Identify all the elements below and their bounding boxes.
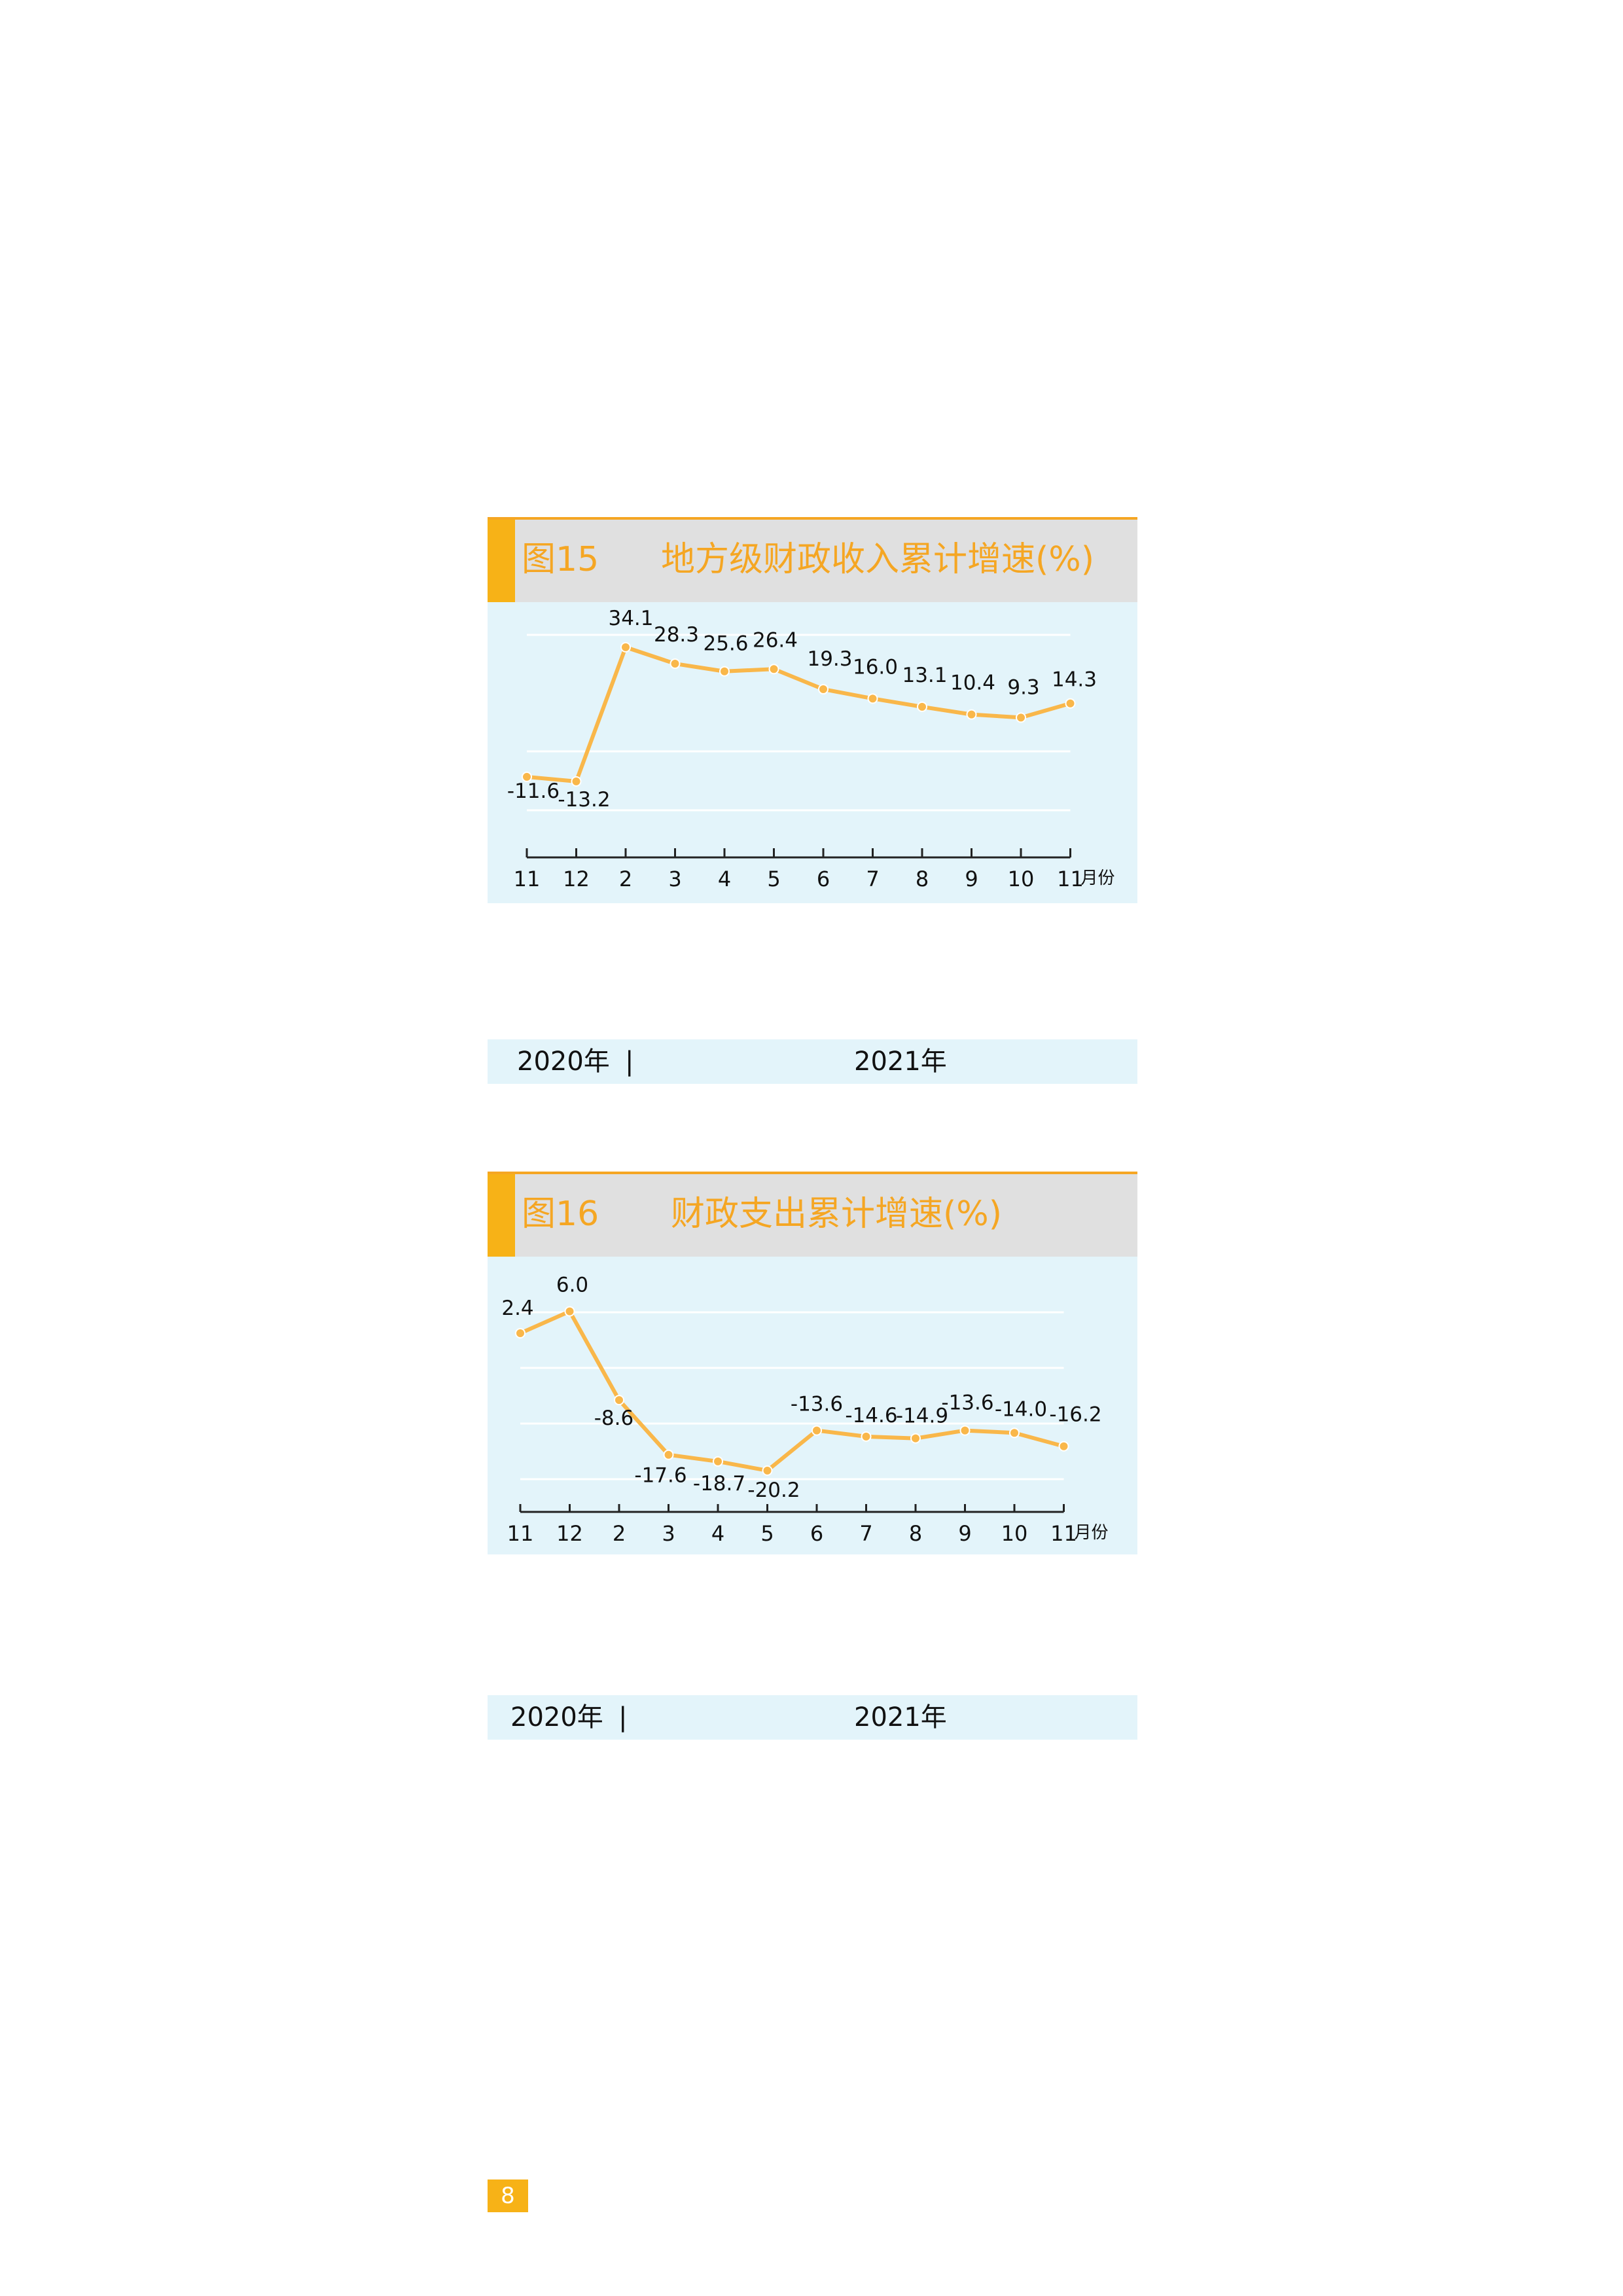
data-point bbox=[910, 1433, 921, 1444]
year-2020-label: 2020年 bbox=[510, 1702, 603, 1732]
series-line bbox=[526, 645, 1071, 783]
data-point bbox=[762, 1465, 773, 1476]
header-accent-bar bbox=[488, 1174, 515, 1257]
data-point bbox=[812, 1425, 822, 1436]
data-label: 16.0 bbox=[853, 655, 898, 679]
figure-15-year-row: 2020年 | 2021年 bbox=[488, 1039, 1137, 1084]
data-point bbox=[663, 1449, 674, 1460]
data-label: 28.3 bbox=[654, 623, 699, 647]
data-point bbox=[917, 701, 927, 712]
data-label: -11.6 bbox=[507, 780, 560, 803]
data-label: -13.2 bbox=[558, 788, 610, 812]
data-point bbox=[564, 1306, 575, 1317]
x-tick-label: 7 bbox=[866, 867, 879, 891]
data-label: -17.6 bbox=[634, 1464, 687, 1488]
figure-number: 图16 bbox=[522, 1194, 599, 1234]
data-point bbox=[959, 1425, 971, 1436]
data-point bbox=[966, 709, 977, 720]
data-label: 13.1 bbox=[902, 664, 947, 687]
data-label: -13.6 bbox=[791, 1393, 843, 1416]
data-point bbox=[1065, 698, 1076, 709]
data-point bbox=[1058, 1441, 1069, 1452]
x-tick-label: 11 bbox=[1050, 1521, 1077, 1546]
figure-title: 地方级财政收入累计增速(%) bbox=[661, 540, 1094, 579]
figure-16-panel: 图16 财政支出累计增速(%) 11 12 2 3 4 5 6 7 8 9 10 11 月份 2.4 6.0… bbox=[488, 1172, 1137, 1748]
x-tick-label: 11 bbox=[1057, 867, 1084, 891]
data-point bbox=[620, 641, 631, 653]
data-point bbox=[768, 664, 779, 675]
data-point bbox=[571, 776, 582, 787]
x-tick-label: 8 bbox=[916, 867, 929, 891]
data-label: -14.0 bbox=[995, 1397, 1047, 1421]
x-tick-label: 11 bbox=[507, 1521, 534, 1546]
figure-16-year-row: 2020年 | 2021年 bbox=[488, 1695, 1137, 1740]
figure-15-panel: 图15 地方级财政收入累计增速(%) 11 12 2 3 4 5 6 7 8 9 10 11 月份 -11… bbox=[488, 517, 1137, 1093]
data-label: 34.1 bbox=[608, 607, 653, 630]
x-tick-label: 2 bbox=[613, 1521, 626, 1546]
x-tick-label: 8 bbox=[909, 1521, 922, 1546]
x-tick-label: 3 bbox=[668, 867, 681, 891]
figure-number: 图15 bbox=[522, 540, 599, 579]
figure-16-header: 图16 财政支出累计增速(%) bbox=[488, 1172, 1137, 1257]
x-axis-unit-label: 月份 bbox=[1075, 1523, 1109, 1543]
x-tick-label: 6 bbox=[817, 867, 830, 891]
x-tick-label: 5 bbox=[767, 867, 780, 891]
data-label: -13.6 bbox=[941, 1391, 993, 1415]
data-label: -18.7 bbox=[693, 1472, 745, 1496]
header-accent-bar bbox=[488, 520, 515, 602]
series-line bbox=[519, 1309, 1065, 1473]
figure-16-chart-area bbox=[488, 1257, 1137, 1554]
x-tick-label: 6 bbox=[810, 1521, 823, 1546]
data-point bbox=[669, 658, 681, 670]
data-label: -14.9 bbox=[896, 1405, 948, 1428]
x-tick-label: 12 bbox=[556, 1521, 583, 1546]
year-separator: | bbox=[618, 1702, 628, 1732]
x-tick-label: 9 bbox=[958, 1521, 971, 1546]
x-tick-label: 2 bbox=[619, 867, 632, 891]
year-2020-label: 2020年 bbox=[517, 1047, 610, 1077]
data-label: -20.2 bbox=[747, 1479, 800, 1502]
x-tick-label: 4 bbox=[711, 1521, 724, 1546]
page-number: 8 bbox=[488, 2179, 528, 2212]
data-label: 6.0 bbox=[556, 1274, 588, 1297]
x-tick-label: 5 bbox=[760, 1521, 774, 1546]
x-tick-label: 7 bbox=[859, 1521, 872, 1546]
x-tick-label: 12 bbox=[563, 867, 590, 891]
x-axis-unit-label: 月份 bbox=[1081, 869, 1115, 888]
data-point bbox=[867, 693, 878, 704]
data-label: -16.2 bbox=[1049, 1403, 1101, 1427]
data-point bbox=[861, 1431, 872, 1442]
figure-title: 财政支出累计增速(%) bbox=[671, 1194, 1002, 1234]
x-tick-label: 3 bbox=[662, 1521, 675, 1546]
data-label: 26.4 bbox=[753, 628, 798, 652]
figure-15-chart-area bbox=[488, 602, 1137, 903]
figure-15-header: 图15 地方级财政收入累计增速(%) bbox=[488, 517, 1137, 602]
x-tick-label: 9 bbox=[965, 867, 978, 891]
data-label: -8.6 bbox=[594, 1407, 634, 1430]
x-tick-label: 4 bbox=[718, 867, 731, 891]
year-2021-label: 2021年 bbox=[854, 1702, 947, 1732]
data-label: 9.3 bbox=[1007, 675, 1039, 699]
data-label: 25.6 bbox=[703, 632, 748, 656]
x-tick-label: 10 bbox=[1008, 867, 1035, 891]
data-label: -14.6 bbox=[845, 1404, 897, 1427]
data-point bbox=[818, 684, 829, 695]
data-point bbox=[522, 771, 532, 782]
data-point bbox=[515, 1328, 526, 1338]
year-separator: | bbox=[625, 1047, 634, 1077]
x-tick-label: 11 bbox=[514, 867, 541, 891]
year-2021-label: 2021年 bbox=[854, 1047, 947, 1077]
data-label: 2.4 bbox=[501, 1297, 533, 1320]
data-label: 10.4 bbox=[950, 672, 995, 695]
data-point bbox=[713, 1456, 723, 1467]
data-point bbox=[719, 666, 730, 677]
x-tick-label: 10 bbox=[1001, 1521, 1028, 1546]
data-label: 14.3 bbox=[1052, 668, 1097, 692]
data-point bbox=[614, 1395, 624, 1406]
data-point bbox=[1016, 712, 1026, 723]
data-label: 19.3 bbox=[807, 647, 852, 671]
data-point bbox=[1009, 1427, 1020, 1439]
